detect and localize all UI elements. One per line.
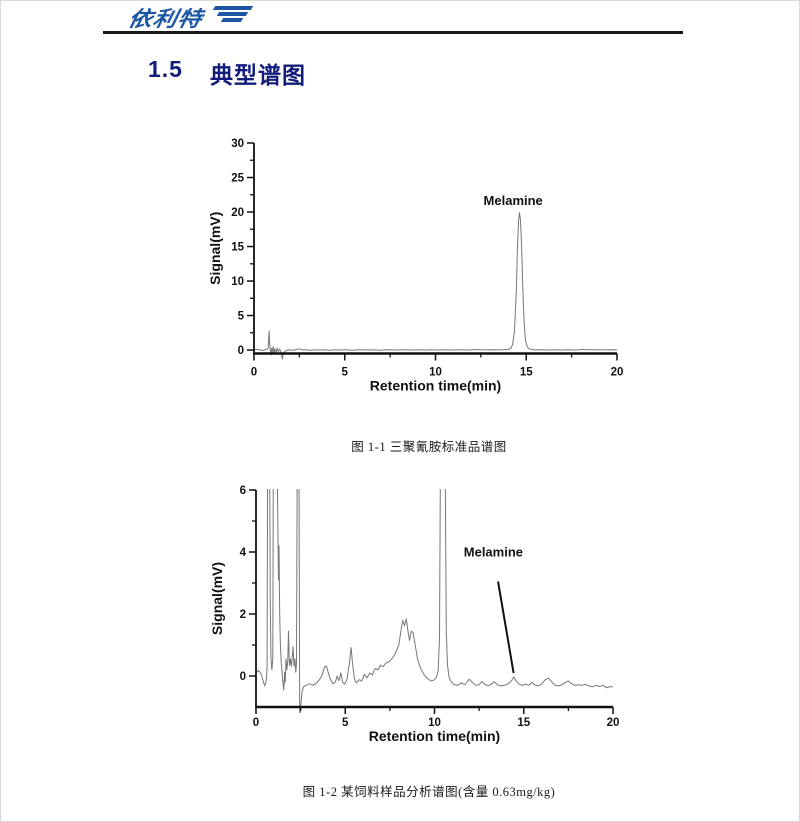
x-tick-label: 10: [428, 717, 441, 729]
y-tick-label: 10: [231, 276, 244, 288]
header-rule: [103, 31, 683, 34]
y-tick-label: 25: [231, 173, 244, 185]
x-tick-label: 20: [607, 717, 620, 729]
brand-logo: 依利特: [126, 8, 205, 31]
y-tick-label: 4: [240, 547, 247, 559]
x-tick-label: 5: [342, 717, 349, 729]
y-tick-label: 30: [231, 138, 244, 150]
y-tick-label: 5: [238, 311, 245, 323]
x-tick-label: 15: [517, 717, 530, 729]
y-tick-label: 0: [238, 345, 244, 357]
y-axis-title: Signal(mV): [207, 212, 223, 285]
chromatogram-sample: 0 2 4 6 0 5 10 15 20 Retention time(min) Signal(mV…: [209, 485, 620, 744]
section-title: 典型谱图: [209, 62, 306, 88]
y-axis-title: Signal(mV): [209, 562, 225, 635]
x-axis-title: Retention time(min): [369, 728, 500, 744]
y-tick-label: 0: [240, 671, 246, 683]
trace: [253, 212, 618, 360]
x-tick-label: 0: [251, 367, 257, 379]
section-heading: 1.5 典型谱图: [148, 56, 306, 90]
figure2-caption: 图 1-2 某饲料样品分析谱图(含量 0.63mg/kg): [302, 785, 556, 799]
y-tick-label: 2: [240, 609, 246, 621]
peak-annotation-pointer: [497, 581, 515, 674]
peak-annotation-label: Melamine: [464, 545, 523, 560]
x-tick-label: 15: [520, 367, 533, 379]
logo-flag-icon: [212, 6, 258, 22]
chromatogram-standard: 0 5 10 15 20 25 30 0 5 10 15 20 Retention time(min) S…: [207, 138, 624, 394]
x-tick-label: 20: [611, 367, 624, 379]
x-tick-label: 5: [342, 367, 349, 379]
x-axis-title: Retention time(min): [370, 378, 501, 394]
x-tick-label: 10: [429, 367, 442, 379]
figure1-caption: 图 1-1 三聚氰胺标准品谱图: [351, 440, 507, 454]
section-number: 1.5: [148, 56, 183, 82]
y-tick-label: 15: [231, 242, 244, 254]
y-tick-label: 20: [231, 207, 244, 219]
x-tick-label: 0: [253, 717, 259, 729]
y-tick-label: 6: [240, 485, 246, 497]
trace: [255, 489, 614, 713]
peak-annotation-label: Melamine: [484, 193, 543, 208]
